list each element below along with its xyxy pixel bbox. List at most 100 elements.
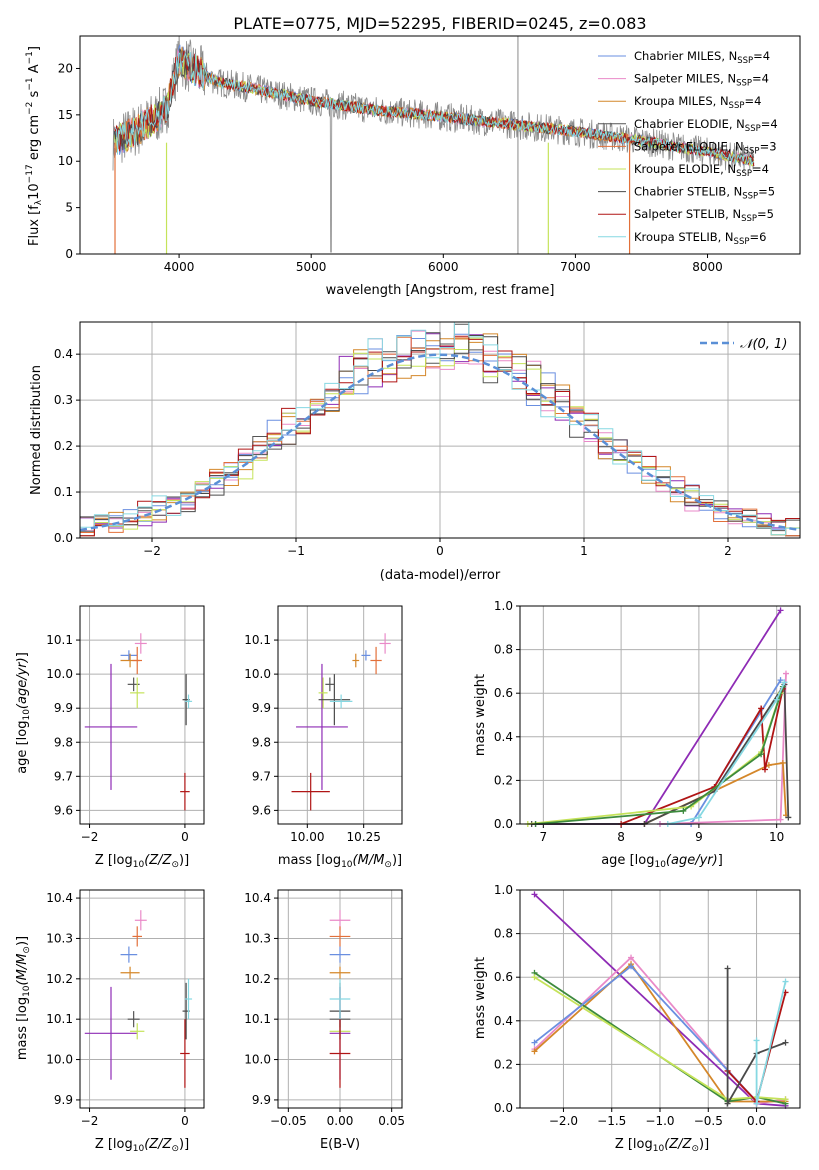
- p5-marker: [779, 759, 786, 766]
- p5-marker: [777, 607, 784, 614]
- p7-frame: [277, 889, 403, 1109]
- p1-xtick-label: 4000: [164, 260, 195, 274]
- p3-ylabel: age [log10(age/yr)]: [15, 652, 32, 774]
- p5-xlabel: age [log10(age/yr)]: [601, 853, 723, 870]
- p1-xtick-label: 5000: [296, 260, 327, 274]
- p7-ytick-label: 10.1: [244, 1012, 271, 1026]
- p8-marker: [753, 1100, 760, 1107]
- p6-xlabel: Z [log10(Z/Z⊙)]: [95, 1137, 189, 1154]
- p5-ylabel: mass weight: [473, 674, 488, 756]
- p7-xtick-label: −0.05: [270, 1114, 307, 1128]
- p1-xtick-label: 8000: [692, 260, 723, 274]
- legend-label: Kroupa ELODIE, NSSP=4: [634, 162, 769, 179]
- p7-ytick-label: 10.4: [244, 891, 271, 905]
- p5-line-kroupa_stelib: [667, 681, 786, 825]
- p7-xlabel: E(B-V): [320, 1137, 360, 1152]
- p8-xtick-label: −2.0: [549, 1114, 578, 1128]
- p1-xtick-label: 6000: [428, 260, 459, 274]
- p5-marker: [777, 816, 784, 823]
- p6-ytick-label: 10.4: [46, 891, 73, 905]
- p3-xtick-label: 0: [181, 830, 189, 844]
- p6-ytick-label: 10.2: [46, 972, 73, 986]
- p3-ytick-label: 9.9: [54, 701, 73, 715]
- p6-ylabel: mass [log10(M/M⊙)]: [15, 936, 32, 1060]
- p7-ytick-label: 10.3: [244, 931, 271, 945]
- p2-xtick-label: −1: [287, 544, 305, 558]
- p8-xlabel: Z [log10(Z/Z⊙)]: [615, 1137, 709, 1154]
- p5-marker: [758, 751, 765, 758]
- p8-marker: [531, 1048, 538, 1055]
- p5-xtick-label: 10: [769, 830, 784, 844]
- p5-ytick-label: 0.8: [494, 643, 513, 657]
- histogram-chabrier_stelib: [80, 332, 800, 533]
- p3-xtick-label: −2: [81, 830, 99, 844]
- legend-label: Chabrier MILES, NSSP=4: [634, 49, 770, 66]
- p1-ytick-label: 0: [65, 247, 73, 261]
- p5-frame: [519, 605, 801, 825]
- residual-panel: −2 −1 0 1 2 0.0 0.1 0.2 0.3 0.4: [54, 321, 801, 558]
- normal-legend-label: 𝒩(0, 1): [740, 337, 787, 352]
- p6-ytick-label: 9.9: [54, 1093, 73, 1107]
- residual-ylabel: Normed distribution: [29, 365, 44, 495]
- p6-ytick-label: 10.1: [46, 1012, 73, 1026]
- p7-xtick-label: 0.00: [327, 1114, 354, 1128]
- p1-xtick-label: 7000: [560, 260, 591, 274]
- p4-ytick-label: 10.1: [244, 633, 271, 647]
- p5-marker: [783, 670, 789, 677]
- p8-line-kroupa_elodie: [534, 976, 786, 1101]
- p8-marker: [724, 965, 731, 972]
- p8-marker: [782, 1096, 789, 1103]
- p4-frame: [277, 605, 403, 825]
- p2-xtick-label: −2: [143, 544, 161, 558]
- legend-label: Chabrier STELIB, NSSP=5: [634, 185, 775, 202]
- p8-marker: [531, 974, 538, 981]
- p6-xtick-label: −2: [81, 1114, 99, 1128]
- p6-ytick-label: 10.0: [46, 1053, 73, 1067]
- p7-ytick-label: 10.0: [244, 1053, 271, 1067]
- p7-ytick-label: 9.9: [252, 1093, 271, 1107]
- model-spectrum-salpeter_stelib: [113, 50, 755, 167]
- p1-ytick-label: 15: [58, 108, 73, 122]
- p8-marker: [782, 978, 789, 985]
- p3-ytick-label: 9.8: [54, 735, 73, 749]
- p5-ytick-label: 1.0: [494, 599, 513, 613]
- p6-frame: [79, 889, 205, 1109]
- ebv-mass-panel: −0.05 0.00 0.05 9.9 10.0 10.1 10.2 10.3 10.4: [244, 889, 405, 1128]
- p4-ytick-label: 9.8: [252, 735, 271, 749]
- legend-label: Salpeter MILES, NSSP=4: [634, 72, 769, 89]
- spectrum-title: PLATE=0775, MJD=52295, FIBERID=0245, z=0…: [233, 14, 646, 33]
- p8-marker: [628, 963, 635, 970]
- p2-xtick-label: 2: [724, 544, 732, 558]
- p5-marker: [781, 679, 788, 686]
- spectrum-ylabel: Flux [fλ10−17 erg cm−2 s−1 A−1]: [25, 46, 44, 246]
- p5-marker: [762, 766, 768, 773]
- p8-marker: [628, 954, 635, 961]
- p3-ytick-label: 10.1: [46, 633, 73, 647]
- spectrum-xlabel: wavelength [Angstrom, rest frame]: [326, 283, 555, 298]
- p5-xtick-label: 8: [617, 830, 625, 844]
- p8-xtick-label: −0.5: [694, 1114, 723, 1128]
- p8-marker: [531, 891, 538, 898]
- histogram-kroupa_stelib: [80, 322, 800, 536]
- p6-xtick-label: 0: [181, 1114, 189, 1128]
- spectrum-lines: [112, 36, 755, 254]
- p4-ytick-label: 9.9: [252, 701, 271, 715]
- histograms: [80, 322, 800, 537]
- p8-ytick-label: 0.0: [494, 1101, 513, 1115]
- p3-xlabel: Z [log10(Z/Z⊙)]: [95, 853, 189, 870]
- p3-ytick-label: 10.0: [46, 667, 73, 681]
- model-spectrum-kroupa_stelib: [114, 51, 755, 166]
- p5-xtick-label: 7: [540, 830, 548, 844]
- p8-frame: [519, 889, 801, 1109]
- p8-marker: [531, 1039, 538, 1046]
- p6-ytick-label: 10.3: [46, 931, 73, 945]
- p2-ytick-label: 0.3: [54, 393, 73, 407]
- z-mass-panel: −2 0 9.9 10.0 10.1 10.2 10.3 10.4: [46, 889, 205, 1128]
- p2-ytick-label: 0.2: [54, 439, 73, 453]
- p2-xtick-label: 1: [580, 544, 588, 558]
- p2-frame: [79, 321, 801, 539]
- p5-marker: [758, 705, 765, 712]
- p5-marker: [695, 814, 702, 821]
